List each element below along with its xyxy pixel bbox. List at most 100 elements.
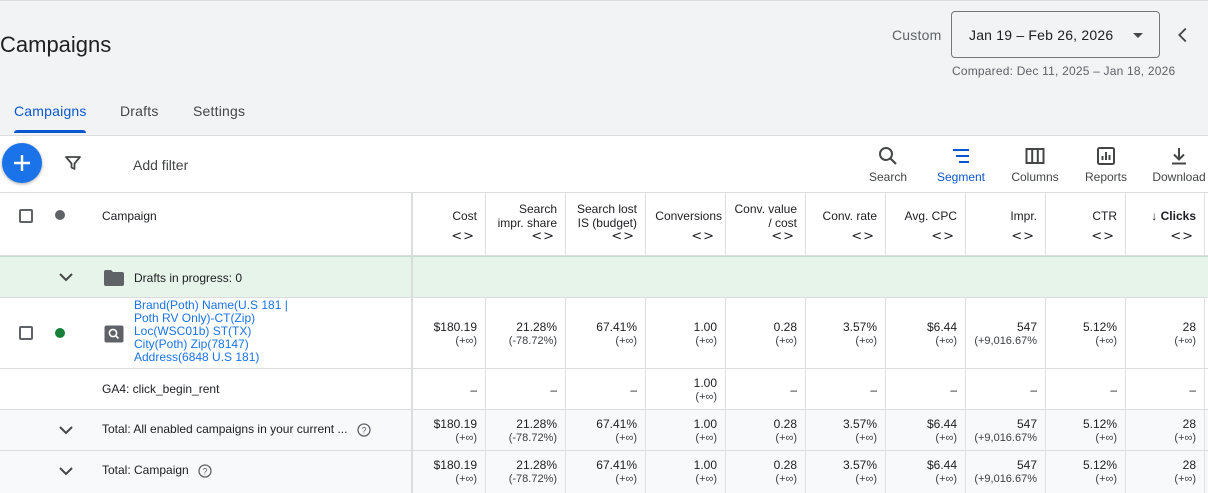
sort-arrows-icon[interactable]: <> bbox=[1091, 229, 1115, 244]
download-tool-button[interactable]: Download bbox=[1150, 145, 1208, 189]
metric-value: $6.44 bbox=[926, 319, 957, 334]
sort-arrows-icon[interactable]: <> bbox=[1170, 229, 1194, 244]
date-range-value: Jan 19 – Feb 26, 2026 bbox=[969, 27, 1114, 43]
sort-arrows-icon[interactable]: <> bbox=[851, 229, 875, 244]
download-icon bbox=[1172, 148, 1186, 165]
tab-settings[interactable]: Settings bbox=[193, 103, 246, 119]
segment-icon bbox=[953, 149, 969, 163]
column-header-search-impr-share[interactable]: Search impr. share <> bbox=[485, 193, 565, 256]
frozen-column-divider[interactable] bbox=[411, 193, 413, 493]
column-header-avg-cpc[interactable]: Avg. CPC <> bbox=[885, 193, 965, 256]
column-header-ctr[interactable]: CTR <> bbox=[1045, 193, 1125, 256]
metric-value: 5.12% bbox=[1082, 458, 1117, 472]
metric-cell-cost: $180.19 (+∞) bbox=[412, 298, 485, 369]
enabled-status-dot[interactable] bbox=[55, 328, 65, 338]
status-header-dot[interactable] bbox=[55, 210, 65, 220]
select-all-checkbox[interactable] bbox=[19, 209, 33, 223]
metric-cell-search-lost-is: 67.41% (+∞) bbox=[565, 298, 645, 369]
reports-icon bbox=[1097, 147, 1115, 165]
help-icon[interactable]: ? bbox=[198, 464, 212, 478]
metric-value: 0.28 bbox=[773, 458, 797, 472]
total-campaign-row: Total: Campaign ? $180.19 (+∞) 21.28% (-78.… bbox=[0, 451, 1208, 493]
metric-cell-search-impr-share: – bbox=[485, 369, 565, 410]
sort-arrows-icon[interactable]: <> bbox=[1011, 229, 1035, 244]
row-checkbox[interactable] bbox=[19, 326, 33, 340]
metric-delta: (+∞) bbox=[935, 334, 957, 347]
search-tool-button[interactable]: Search bbox=[866, 145, 910, 189]
search-campaign-icon bbox=[104, 325, 124, 343]
add-filter-button[interactable]: Add filter bbox=[133, 157, 189, 173]
metric-delta: (+∞) bbox=[1095, 431, 1117, 444]
metric-cell-cost: $180.19 (+∞) bbox=[412, 451, 485, 493]
metric-cell-conversions: 1.00 (+∞) bbox=[645, 369, 725, 410]
metric-cell-search-lost-is: 67.41% (+∞) bbox=[565, 451, 645, 493]
column-header-impr[interactable]: Impr. <> bbox=[965, 193, 1045, 256]
help-icon[interactable]: ? bbox=[357, 423, 371, 437]
chevron-down-icon[interactable] bbox=[58, 424, 74, 436]
metric-delta: (+∞) bbox=[1095, 473, 1117, 485]
sort-arrows-icon[interactable]: <> bbox=[931, 229, 955, 244]
add-campaign-button[interactable] bbox=[2, 143, 42, 183]
column-header-search-lost-is[interactable]: Search lost IS (budget) <> bbox=[565, 193, 645, 256]
tab-campaigns[interactable]: Campaigns bbox=[14, 103, 87, 119]
metric-cell-conv-value-cost: 0.28 (+∞) bbox=[725, 298, 805, 369]
campaign-name-link[interactable]: Brand(Poth) Name(U.S 181 | Poth RV Only)… bbox=[134, 298, 288, 364]
metric-value: 547 bbox=[1016, 319, 1037, 334]
campaign-column-header[interactable]: Campaign bbox=[102, 209, 157, 223]
metric-value: 21.28% bbox=[516, 416, 557, 431]
sort-arrows-icon[interactable]: <> bbox=[691, 229, 715, 244]
reports-tool-label: Reports bbox=[1084, 170, 1128, 184]
tab-drafts[interactable]: Drafts bbox=[120, 103, 159, 119]
metric-value: – bbox=[1189, 382, 1196, 397]
column-header-cost[interactable]: Cost <> bbox=[412, 193, 485, 256]
metric-cell-conv-value-cost: 0.28 (+∞) bbox=[725, 451, 805, 493]
chevron-down-icon[interactable] bbox=[58, 465, 74, 477]
svg-text:?: ? bbox=[203, 466, 208, 476]
chevron-down-icon[interactable] bbox=[58, 271, 74, 283]
columns-tool-label: Columns bbox=[1011, 170, 1059, 184]
date-range-label: Custom bbox=[892, 27, 942, 43]
sort-arrows-icon[interactable]: <> bbox=[451, 229, 475, 244]
metric-value: 0.28 bbox=[773, 319, 797, 334]
search-icon bbox=[879, 147, 897, 165]
drafts-in-progress-label[interactable]: Drafts in progress: 0 bbox=[134, 271, 243, 285]
sort-arrows-icon[interactable]: <> bbox=[771, 229, 795, 244]
metric-cell-ctr: 5.12% (+∞) bbox=[1045, 298, 1125, 369]
sort-arrows-icon[interactable]: <> bbox=[611, 229, 635, 244]
column-header-conversions[interactable]: Conversions <> bbox=[645, 193, 725, 256]
metric-value: 67.41% bbox=[596, 458, 637, 472]
metric-cell-impr: – bbox=[965, 369, 1045, 410]
columns-tool-button[interactable]: Columns bbox=[1008, 145, 1062, 189]
metric-cell-ctr: 5.12% (+∞) bbox=[1045, 451, 1125, 493]
active-tab-indicator bbox=[14, 130, 86, 133]
metric-value: $6.44 bbox=[926, 458, 957, 472]
metric-delta: (+∞) bbox=[855, 431, 877, 444]
chevron-left-icon[interactable] bbox=[1172, 24, 1194, 46]
column-header-conv-value-cost[interactable]: Conv. value / cost <> bbox=[725, 193, 805, 256]
metric-value: 3.57% bbox=[842, 319, 877, 334]
columns-icon bbox=[1025, 148, 1045, 164]
sort-arrows-icon[interactable]: <> bbox=[531, 229, 555, 244]
column-header-conv-rate[interactable]: Conv. rate <> bbox=[805, 193, 885, 256]
segment-tool-button[interactable]: Segment bbox=[934, 145, 988, 189]
metric-cell-conv-rate: – bbox=[805, 369, 885, 410]
metric-cell-conv-value-cost: 0.28 (+∞) bbox=[725, 410, 805, 451]
filter-icon[interactable] bbox=[64, 154, 82, 172]
metric-value: 1.00 bbox=[693, 375, 717, 390]
metric-value: $180.19 bbox=[433, 319, 477, 334]
metric-delta: (+∞) bbox=[935, 431, 957, 444]
metric-cell-cost: $180.19 (+∞) bbox=[412, 410, 485, 451]
metric-cell-search-lost-is: – bbox=[565, 369, 645, 410]
metric-delta: (+∞) bbox=[775, 473, 797, 485]
date-range-picker[interactable]: Jan 19 – Feb 26, 2026 bbox=[951, 11, 1160, 58]
drafts-row: Drafts in progress: 0 bbox=[0, 256, 1208, 298]
metric-delta: (+9,016.67% bbox=[974, 473, 1037, 485]
metric-delta: (+∞) bbox=[615, 334, 637, 347]
metric-cell-impr: 547 (+9,016.67% bbox=[965, 410, 1045, 451]
metric-cell-search-impr-share: 21.28% (-78.72%) bbox=[485, 298, 565, 369]
metric-value: 21.28% bbox=[516, 458, 557, 472]
metric-cell-avg-cpc: $6.44 (+∞) bbox=[885, 451, 965, 493]
metric-cell-clicks: – bbox=[1125, 369, 1205, 410]
column-header-clicks[interactable]: ↓ Clicks <> bbox=[1125, 193, 1205, 256]
reports-tool-button[interactable]: Reports bbox=[1080, 145, 1132, 189]
